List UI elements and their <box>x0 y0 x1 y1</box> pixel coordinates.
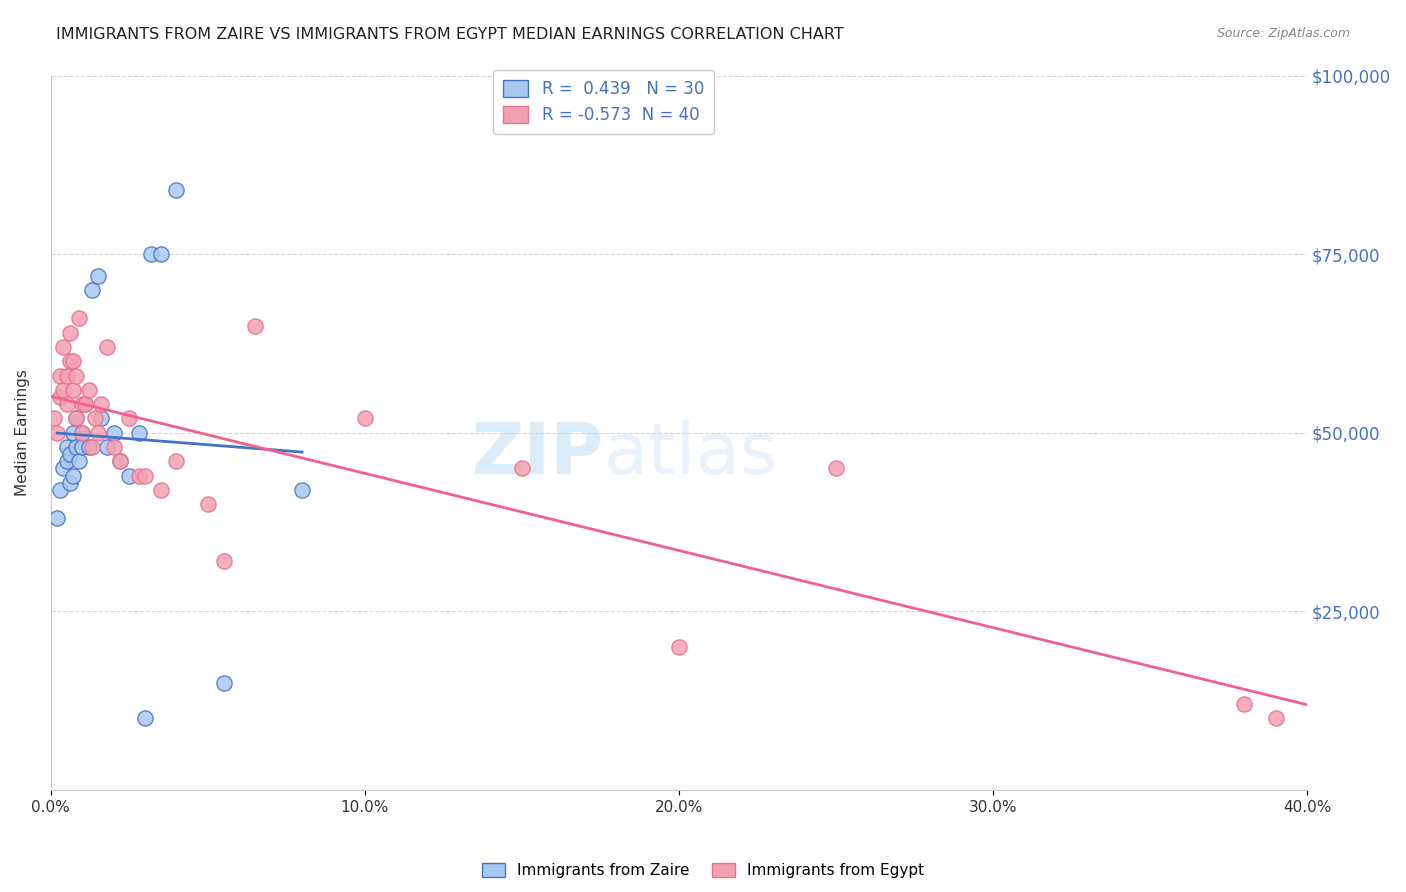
Point <box>118 411 141 425</box>
Point <box>70 440 93 454</box>
Point <box>118 468 141 483</box>
Point <box>75 397 97 411</box>
Point <box>108 454 131 468</box>
Point <box>55 440 77 454</box>
Point <box>1264 711 1286 725</box>
Point <box>46 425 69 440</box>
Point <box>77 440 100 454</box>
Point <box>62 425 84 440</box>
Point <box>128 468 150 483</box>
Point <box>87 268 110 283</box>
Point <box>212 554 235 568</box>
Text: atlas: atlas <box>603 419 778 489</box>
Point <box>510 461 533 475</box>
Point <box>80 283 103 297</box>
Point <box>59 475 82 490</box>
Y-axis label: Median Earnings: Median Earnings <box>15 369 30 496</box>
Point <box>87 425 110 440</box>
Point <box>212 675 235 690</box>
Point <box>70 397 93 411</box>
Point <box>59 354 82 368</box>
Point <box>108 454 131 468</box>
Point <box>42 411 65 425</box>
Point <box>65 368 87 383</box>
Point <box>59 447 82 461</box>
Point <box>90 411 112 425</box>
Point <box>59 326 82 340</box>
Point <box>49 368 72 383</box>
Point <box>67 454 90 468</box>
Point <box>70 425 93 440</box>
Legend: Immigrants from Zaire, Immigrants from Egypt: Immigrants from Zaire, Immigrants from E… <box>475 857 931 884</box>
Point <box>55 454 77 468</box>
Point <box>52 461 75 475</box>
Point <box>243 318 266 333</box>
Point <box>103 425 125 440</box>
Point <box>134 468 156 483</box>
Point <box>65 411 87 425</box>
Point <box>165 454 187 468</box>
Legend: R =  0.439   N = 30, R = -0.573  N = 40: R = 0.439 N = 30, R = -0.573 N = 40 <box>494 70 714 134</box>
Point <box>49 483 72 497</box>
Point <box>75 397 97 411</box>
Point <box>62 354 84 368</box>
Point <box>354 411 377 425</box>
Point <box>52 340 75 354</box>
Point <box>52 383 75 397</box>
Point <box>67 311 90 326</box>
Point <box>65 440 87 454</box>
Point <box>70 425 93 440</box>
Point <box>825 461 848 475</box>
Point <box>62 383 84 397</box>
Point <box>62 468 84 483</box>
Point <box>103 440 125 454</box>
Point <box>83 411 105 425</box>
Point <box>55 368 77 383</box>
Point <box>77 383 100 397</box>
Text: IMMIGRANTS FROM ZAIRE VS IMMIGRANTS FROM EGYPT MEDIAN EARNINGS CORRELATION CHART: IMMIGRANTS FROM ZAIRE VS IMMIGRANTS FROM… <box>56 27 844 42</box>
Point <box>291 483 314 497</box>
Point <box>90 397 112 411</box>
Point <box>96 440 118 454</box>
Point <box>55 397 77 411</box>
Text: ZIP: ZIP <box>471 419 603 489</box>
Point <box>141 247 163 261</box>
Point <box>80 440 103 454</box>
Point <box>49 390 72 404</box>
Text: Source: ZipAtlas.com: Source: ZipAtlas.com <box>1216 27 1350 40</box>
Point <box>128 425 150 440</box>
Point <box>197 497 219 511</box>
Point <box>134 711 156 725</box>
Point <box>668 640 690 654</box>
Point <box>1233 697 1256 711</box>
Point <box>165 183 187 197</box>
Point <box>96 340 118 354</box>
Point <box>46 511 69 525</box>
Point <box>149 483 172 497</box>
Point <box>149 247 172 261</box>
Point <box>65 411 87 425</box>
